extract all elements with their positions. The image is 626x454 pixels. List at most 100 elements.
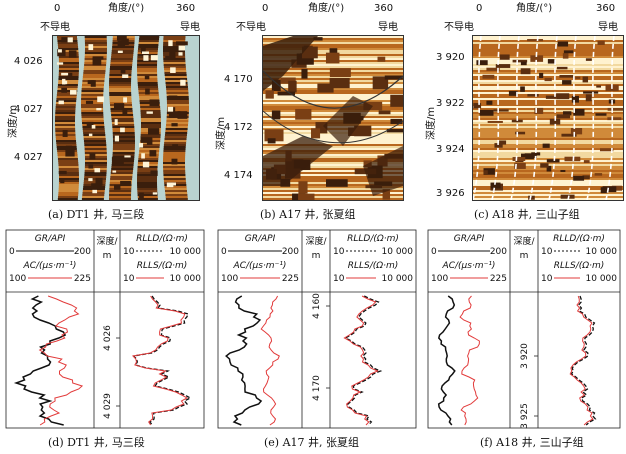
panel-c-left-label: 不导电 bbox=[444, 22, 474, 33]
panel-c-depth-label: 深度/m bbox=[426, 106, 437, 140]
panel-a-depth-tick: 4 026 bbox=[14, 56, 43, 67]
rlld-max: 10 000 bbox=[382, 247, 414, 257]
rlls-curve bbox=[343, 295, 379, 426]
depth-unit: m bbox=[312, 251, 321, 261]
rlld-label: RLLD/(Ω·m) bbox=[136, 234, 188, 244]
ac-curve bbox=[459, 295, 480, 426]
rlld-min: 10 bbox=[123, 247, 135, 257]
panel-b-angle-max: 360 bbox=[374, 3, 394, 14]
image-strip bbox=[137, 36, 161, 200]
depth-unit: m bbox=[520, 251, 529, 261]
depth-label: 深度/ bbox=[305, 235, 327, 247]
panel-b-fmi-image bbox=[262, 35, 404, 201]
rlld-max: 10 000 bbox=[586, 247, 618, 257]
rlld-label: RLLD/(Ω·m) bbox=[347, 234, 399, 244]
image-strip bbox=[109, 36, 135, 200]
rlld-min: 10 bbox=[333, 247, 345, 257]
log-d-caption: (d) DT1 井, 马三段 bbox=[48, 436, 145, 449]
panel-c: 0 角度/(°) 360 不导电 导电 深度/m 3 920 3 922 3 9… bbox=[420, 0, 626, 222]
image-strip bbox=[55, 36, 79, 200]
panel-c-depth-tick: 3 926 bbox=[436, 188, 465, 199]
rlld-curve bbox=[132, 295, 192, 426]
panel-a-angle-max: 360 bbox=[176, 3, 196, 14]
depth-tick: 4 026 bbox=[103, 325, 113, 351]
panel-a-fmi-image bbox=[52, 35, 200, 201]
ac-max: 225 bbox=[74, 274, 91, 284]
panel-a-angle-min: 0 bbox=[54, 3, 61, 14]
rlls-min: 10 bbox=[333, 274, 345, 284]
panel-c-caption: (c) A18 井, 三山子组 bbox=[474, 208, 580, 221]
rlls-max: 10 000 bbox=[586, 274, 618, 284]
rlld-curve bbox=[344, 295, 383, 426]
rlls-label: RLLS/(Ω·m) bbox=[554, 261, 605, 271]
panel-a-angle-label: 角度/(°) bbox=[108, 3, 145, 14]
panel-a-depth-tick: 4 027 bbox=[14, 104, 43, 115]
panel-a-right-label: 导电 bbox=[180, 22, 200, 33]
rlls-min: 10 bbox=[541, 274, 553, 284]
gr-max: 200 bbox=[490, 247, 507, 257]
rlls-min: 10 bbox=[123, 274, 135, 284]
gr-label: GR/API bbox=[35, 234, 66, 244]
gr-max: 200 bbox=[74, 247, 91, 257]
panel-b-depth-tick: 4 170 bbox=[224, 74, 253, 85]
rlls-curve bbox=[132, 295, 188, 426]
log-e-chart: GR/API 0 200 AC/(μs·m⁻¹) 100 225 深度/m RLLD/(Ω·m… bbox=[217, 229, 417, 429]
panel-b-right-label: 导电 bbox=[378, 22, 398, 33]
panel-c-fmi-image bbox=[472, 35, 624, 201]
depth-tick: 4 170 bbox=[312, 375, 322, 401]
rlld-max: 10 000 bbox=[170, 247, 202, 257]
panel-b-angle-min: 0 bbox=[262, 3, 269, 14]
gr-min: 0 bbox=[431, 247, 437, 257]
log-d: GR/API 0 200 AC/(μs·m⁻¹) 100 225 深度/m RLLD/(Ω·m… bbox=[2, 228, 208, 450]
ac-curve bbox=[260, 295, 280, 426]
gr-min: 0 bbox=[9, 247, 15, 257]
panel-c-depth-tick: 3 920 bbox=[436, 52, 465, 63]
ac-max: 225 bbox=[282, 274, 299, 284]
rlls-max: 10 000 bbox=[382, 274, 414, 284]
panel-c-right-label: 导电 bbox=[598, 22, 618, 33]
log-f-chart: GR/API 0 200 AC/(μs·m⁻¹) 100 225 深度/m RLLD/(Ω·m… bbox=[427, 229, 621, 429]
gr-label: GR/API bbox=[454, 234, 485, 244]
gr-curve bbox=[437, 295, 456, 426]
depth-unit: m bbox=[103, 251, 112, 261]
panel-b-angle-label: 角度/(°) bbox=[308, 3, 345, 14]
log-e-caption: (e) A17 井, 张夏组 bbox=[264, 436, 360, 449]
panel-c-angle-label: 角度/(°) bbox=[516, 3, 553, 14]
ac-min: 100 bbox=[221, 274, 238, 284]
panel-b: 0 角度/(°) 360 不导电 导电 深度/m 4 170 4 172 4 1… bbox=[210, 0, 420, 222]
panel-c-depth-tick: 3 922 bbox=[436, 98, 465, 109]
rlls-label: RLLS/(Ω·m) bbox=[348, 261, 399, 271]
gr-curve bbox=[13, 295, 67, 426]
panel-b-left-label: 不导电 bbox=[236, 22, 266, 33]
gr-max: 200 bbox=[282, 247, 299, 257]
ac-label: AC/(μs·m⁻¹) bbox=[23, 261, 77, 271]
ac-min: 100 bbox=[431, 274, 448, 284]
rlls-curve bbox=[569, 295, 594, 426]
ac-label: AC/(μs·m⁻¹) bbox=[233, 261, 287, 271]
panel-a-left-label: 不导电 bbox=[40, 22, 70, 33]
panel-c-angle-max: 360 bbox=[596, 3, 616, 14]
panel-c-depth-tick: 3 924 bbox=[436, 144, 465, 155]
depth-tick: 3 920 bbox=[520, 343, 530, 369]
panel-a-depth-tick: 4 027 bbox=[14, 152, 43, 163]
panel-a-caption: (a) DT1 井, 马三段 bbox=[48, 208, 145, 221]
gr-curve bbox=[225, 295, 263, 426]
image-strip bbox=[163, 36, 189, 200]
log-f-caption: (f) A18 井, 三山子组 bbox=[480, 436, 584, 449]
depth-label: 深度/ bbox=[513, 235, 535, 247]
ac-min: 100 bbox=[9, 274, 26, 284]
image-strip bbox=[81, 36, 107, 200]
rlld-label: RLLD/(Ω·m) bbox=[553, 234, 605, 244]
gr-min: 0 bbox=[221, 247, 227, 257]
ac-label: AC/(μs·m⁻¹) bbox=[442, 261, 496, 271]
panel-b-depth-tick: 4 174 bbox=[224, 170, 253, 181]
rlls-label: RLLS/(Ω·m) bbox=[137, 261, 188, 271]
gr-label: GR/API bbox=[245, 234, 276, 244]
panel-b-caption: (b) A17 井, 张夏组 bbox=[260, 208, 356, 221]
depth-tick: 4 029 bbox=[103, 393, 113, 419]
log-f: GR/API 0 200 AC/(μs·m⁻¹) 100 225 深度/m RLLD/(Ω·m… bbox=[424, 228, 624, 450]
depth-label: 深度/ bbox=[96, 235, 118, 247]
rlld-min: 10 bbox=[541, 247, 553, 257]
ac-max: 225 bbox=[490, 274, 507, 284]
depth-tick: 3 925 bbox=[520, 403, 530, 429]
